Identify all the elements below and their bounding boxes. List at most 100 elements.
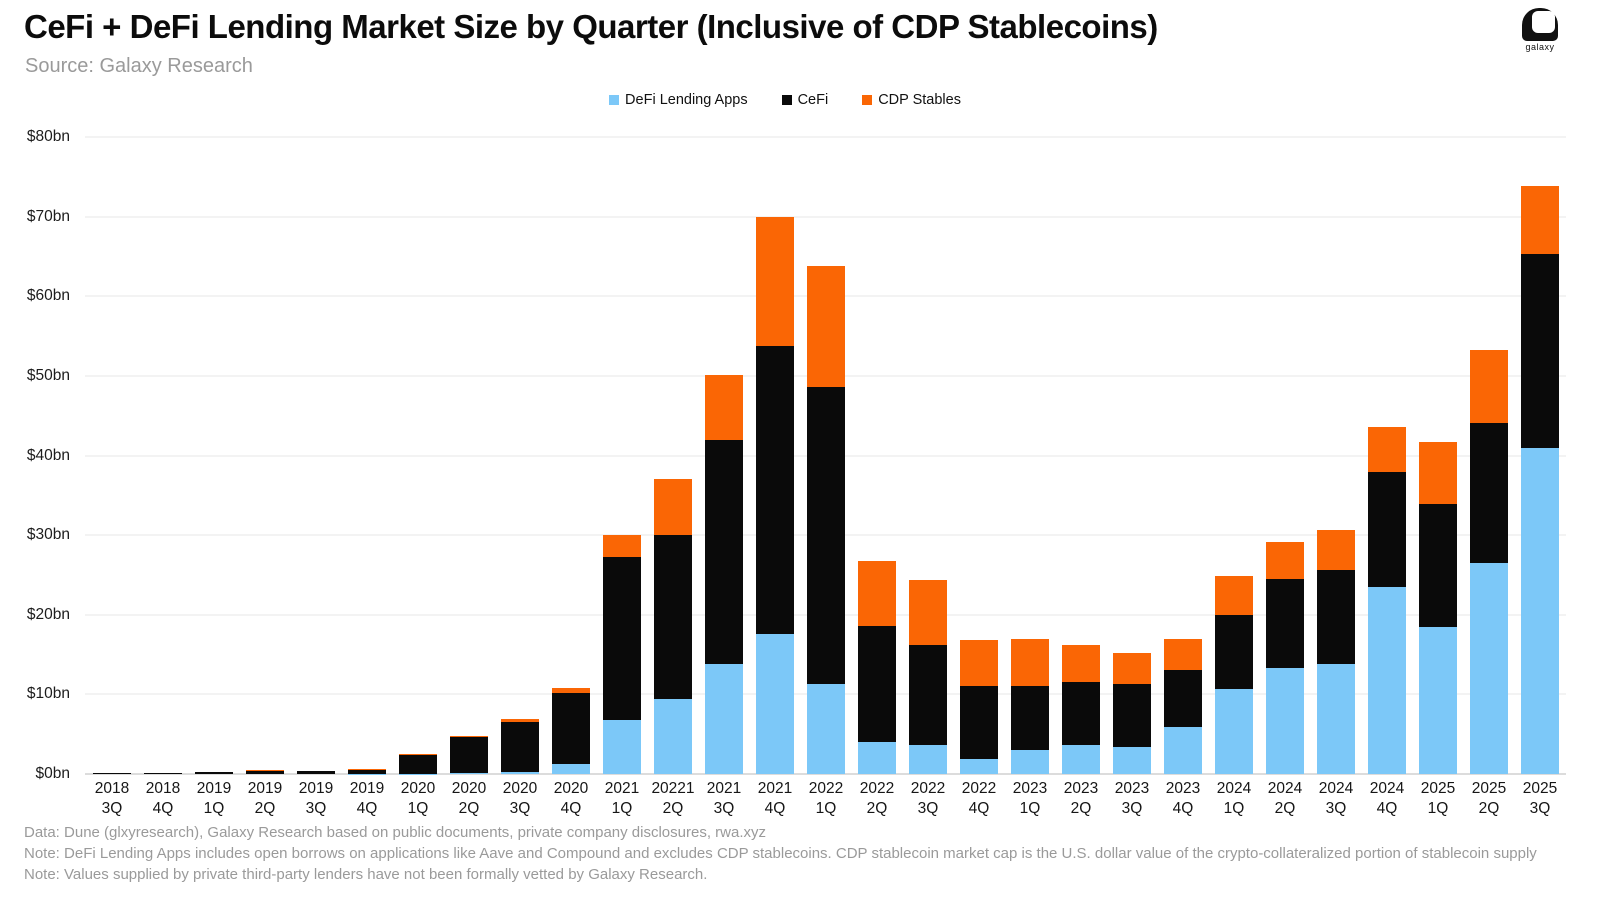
x-tick-label: 2024 3Q — [1318, 780, 1354, 817]
bar-segment-defi-lending-apps — [705, 664, 743, 774]
bar-2025-2Q — [1470, 349, 1508, 774]
bar-segment-cdp-stables — [399, 753, 437, 755]
y-tick-label: $0bn — [35, 765, 70, 782]
bar-segment-cefi — [399, 754, 437, 774]
bar-2022-4Q — [960, 640, 998, 774]
chart-title: CeFi + DeFi Lending Market Size by Quart… — [24, 8, 1158, 45]
bar-segment-cdp-stables — [1062, 645, 1100, 683]
bar-2020-4Q — [552, 687, 590, 774]
bar-segment-cefi — [858, 625, 896, 743]
bar-2021-1Q — [603, 535, 641, 774]
x-tick-label: 2022 4Q — [961, 780, 997, 817]
x-tick-label: 2022 1Q — [808, 780, 844, 817]
x-tick-label: 2023 2Q — [1063, 780, 1099, 817]
bar-segment-cdp-stables — [1011, 638, 1049, 687]
legend-swatch-icon — [609, 95, 620, 105]
bar-segment-defi-lending-apps — [1164, 727, 1202, 774]
bar-segment-cdp-stables — [654, 479, 692, 536]
bar-segment-defi-lending-apps — [1419, 626, 1457, 774]
bar-segment-cdp-stables — [1317, 529, 1355, 571]
bar-segment-defi-lending-apps — [552, 764, 590, 774]
bar-segment-cdp-stables — [1164, 638, 1202, 670]
bar-segment-cefi — [705, 439, 743, 665]
bar-segment-cdp-stables — [1470, 349, 1508, 423]
legend-label: CDP Stables — [878, 92, 961, 108]
footnote-line: Note: DeFi Lending Apps includes open bo… — [24, 845, 1537, 862]
bar-segment-defi-lending-apps — [1470, 563, 1508, 774]
x-axis-labels: 2018 3Q 2018 4Q 2019 1Q 2019 2Q 2019 3Q 2019 4Q 2020… — [85, 779, 1566, 821]
bar-2019-3Q — [297, 770, 335, 774]
bar-20221-2Q — [654, 479, 692, 774]
legend-item-cefi: CeFi — [781, 92, 828, 108]
bar-segment-cefi — [603, 557, 641, 720]
bar-segment-cdp-stables — [348, 769, 386, 771]
bar-segment-cdp-stables — [450, 735, 488, 737]
bar-segment-cefi — [1011, 686, 1049, 751]
bar-segment-defi-lending-apps — [1215, 688, 1253, 774]
bar-segment-cefi — [1266, 578, 1304, 669]
bar-2024-2Q — [1266, 541, 1304, 774]
bar-segment-defi-lending-apps — [1062, 744, 1100, 774]
x-tick-label: 2024 2Q — [1267, 780, 1303, 817]
x-tick-label: 2025 3Q — [1522, 780, 1558, 817]
bar-2018-3Q — [93, 773, 131, 774]
legend-swatch-icon — [781, 95, 792, 105]
bar-2025-1Q — [1419, 442, 1457, 774]
x-tick-label: 2023 3Q — [1114, 780, 1150, 817]
x-tick-label: 2019 1Q — [196, 780, 232, 817]
bar-segment-cdp-stables — [1266, 541, 1304, 579]
bar-2020-2Q — [450, 735, 488, 774]
legend-item-cdp-stables: CDP Stables — [862, 92, 961, 108]
x-tick-label: 2020 4Q — [553, 780, 589, 817]
bar-segment-defi-lending-apps — [756, 633, 794, 774]
galaxy-logo: galaxy — [1520, 8, 1560, 56]
bar-segment-defi-lending-apps — [654, 699, 692, 774]
bar-segment-defi-lending-apps — [960, 758, 998, 774]
bar-segment-cdp-stables — [1368, 426, 1406, 473]
bar-segment-defi-lending-apps — [1113, 746, 1151, 774]
bar-segment-defi-lending-apps — [501, 772, 539, 774]
bar-2023-2Q — [1062, 645, 1100, 774]
plot-area — [85, 136, 1566, 775]
bar-segment-defi-lending-apps — [909, 744, 947, 774]
bar-2020-1Q — [399, 753, 437, 774]
footnotes: Data: Dune (glxyresearch), Galaxy Resear… — [24, 822, 1600, 885]
bar-segment-cdp-stables — [1215, 575, 1253, 615]
bar-segment-defi-lending-apps — [603, 719, 641, 774]
x-tick-label: 2021 1Q — [604, 780, 640, 817]
y-tick-label: $30bn — [26, 526, 70, 544]
x-tick-label: 2018 3Q — [94, 780, 130, 817]
bar-segment-cdp-stables — [909, 579, 947, 646]
bar-2023-4Q — [1164, 638, 1202, 774]
y-tick-label: $40bn — [26, 446, 70, 464]
bar-segment-cdp-stables — [960, 640, 998, 687]
bar-2024-1Q — [1215, 575, 1253, 774]
bar-segment-defi-lending-apps — [807, 684, 845, 774]
bar-2021-4Q — [756, 217, 794, 774]
bar-2019-1Q — [195, 772, 233, 774]
gridline-80bn — [85, 136, 1566, 138]
bar-2022-2Q — [858, 560, 896, 774]
bar-segment-cefi — [501, 721, 539, 773]
bar-segment-cefi — [807, 387, 845, 685]
bar-segment-cefi — [144, 773, 182, 774]
x-tick-label: 20221 2Q — [651, 780, 695, 817]
bar-2021-3Q — [705, 375, 743, 774]
x-tick-label: 2022 2Q — [859, 780, 895, 817]
bar-segment-cefi — [960, 686, 998, 759]
legend-swatch-icon — [862, 95, 873, 105]
bar-segment-cefi — [1215, 614, 1253, 689]
y-tick-label: $60bn — [26, 287, 70, 305]
bar-segment-cefi — [756, 345, 794, 634]
x-tick-label: 2019 2Q — [247, 780, 283, 817]
legend-label: DeFi Lending Apps — [625, 92, 748, 108]
y-tick-label: $80bn — [26, 128, 70, 145]
x-tick-label: 2025 1Q — [1420, 780, 1456, 817]
bar-2024-3Q — [1317, 529, 1355, 774]
bar-2019-2Q — [246, 770, 284, 774]
y-tick-label: $70bn — [26, 207, 70, 225]
footnote-line: Note: Values supplied by private third-p… — [24, 866, 708, 883]
bar-segment-defi-lending-apps — [450, 772, 488, 774]
bar-segment-cefi — [552, 692, 590, 765]
